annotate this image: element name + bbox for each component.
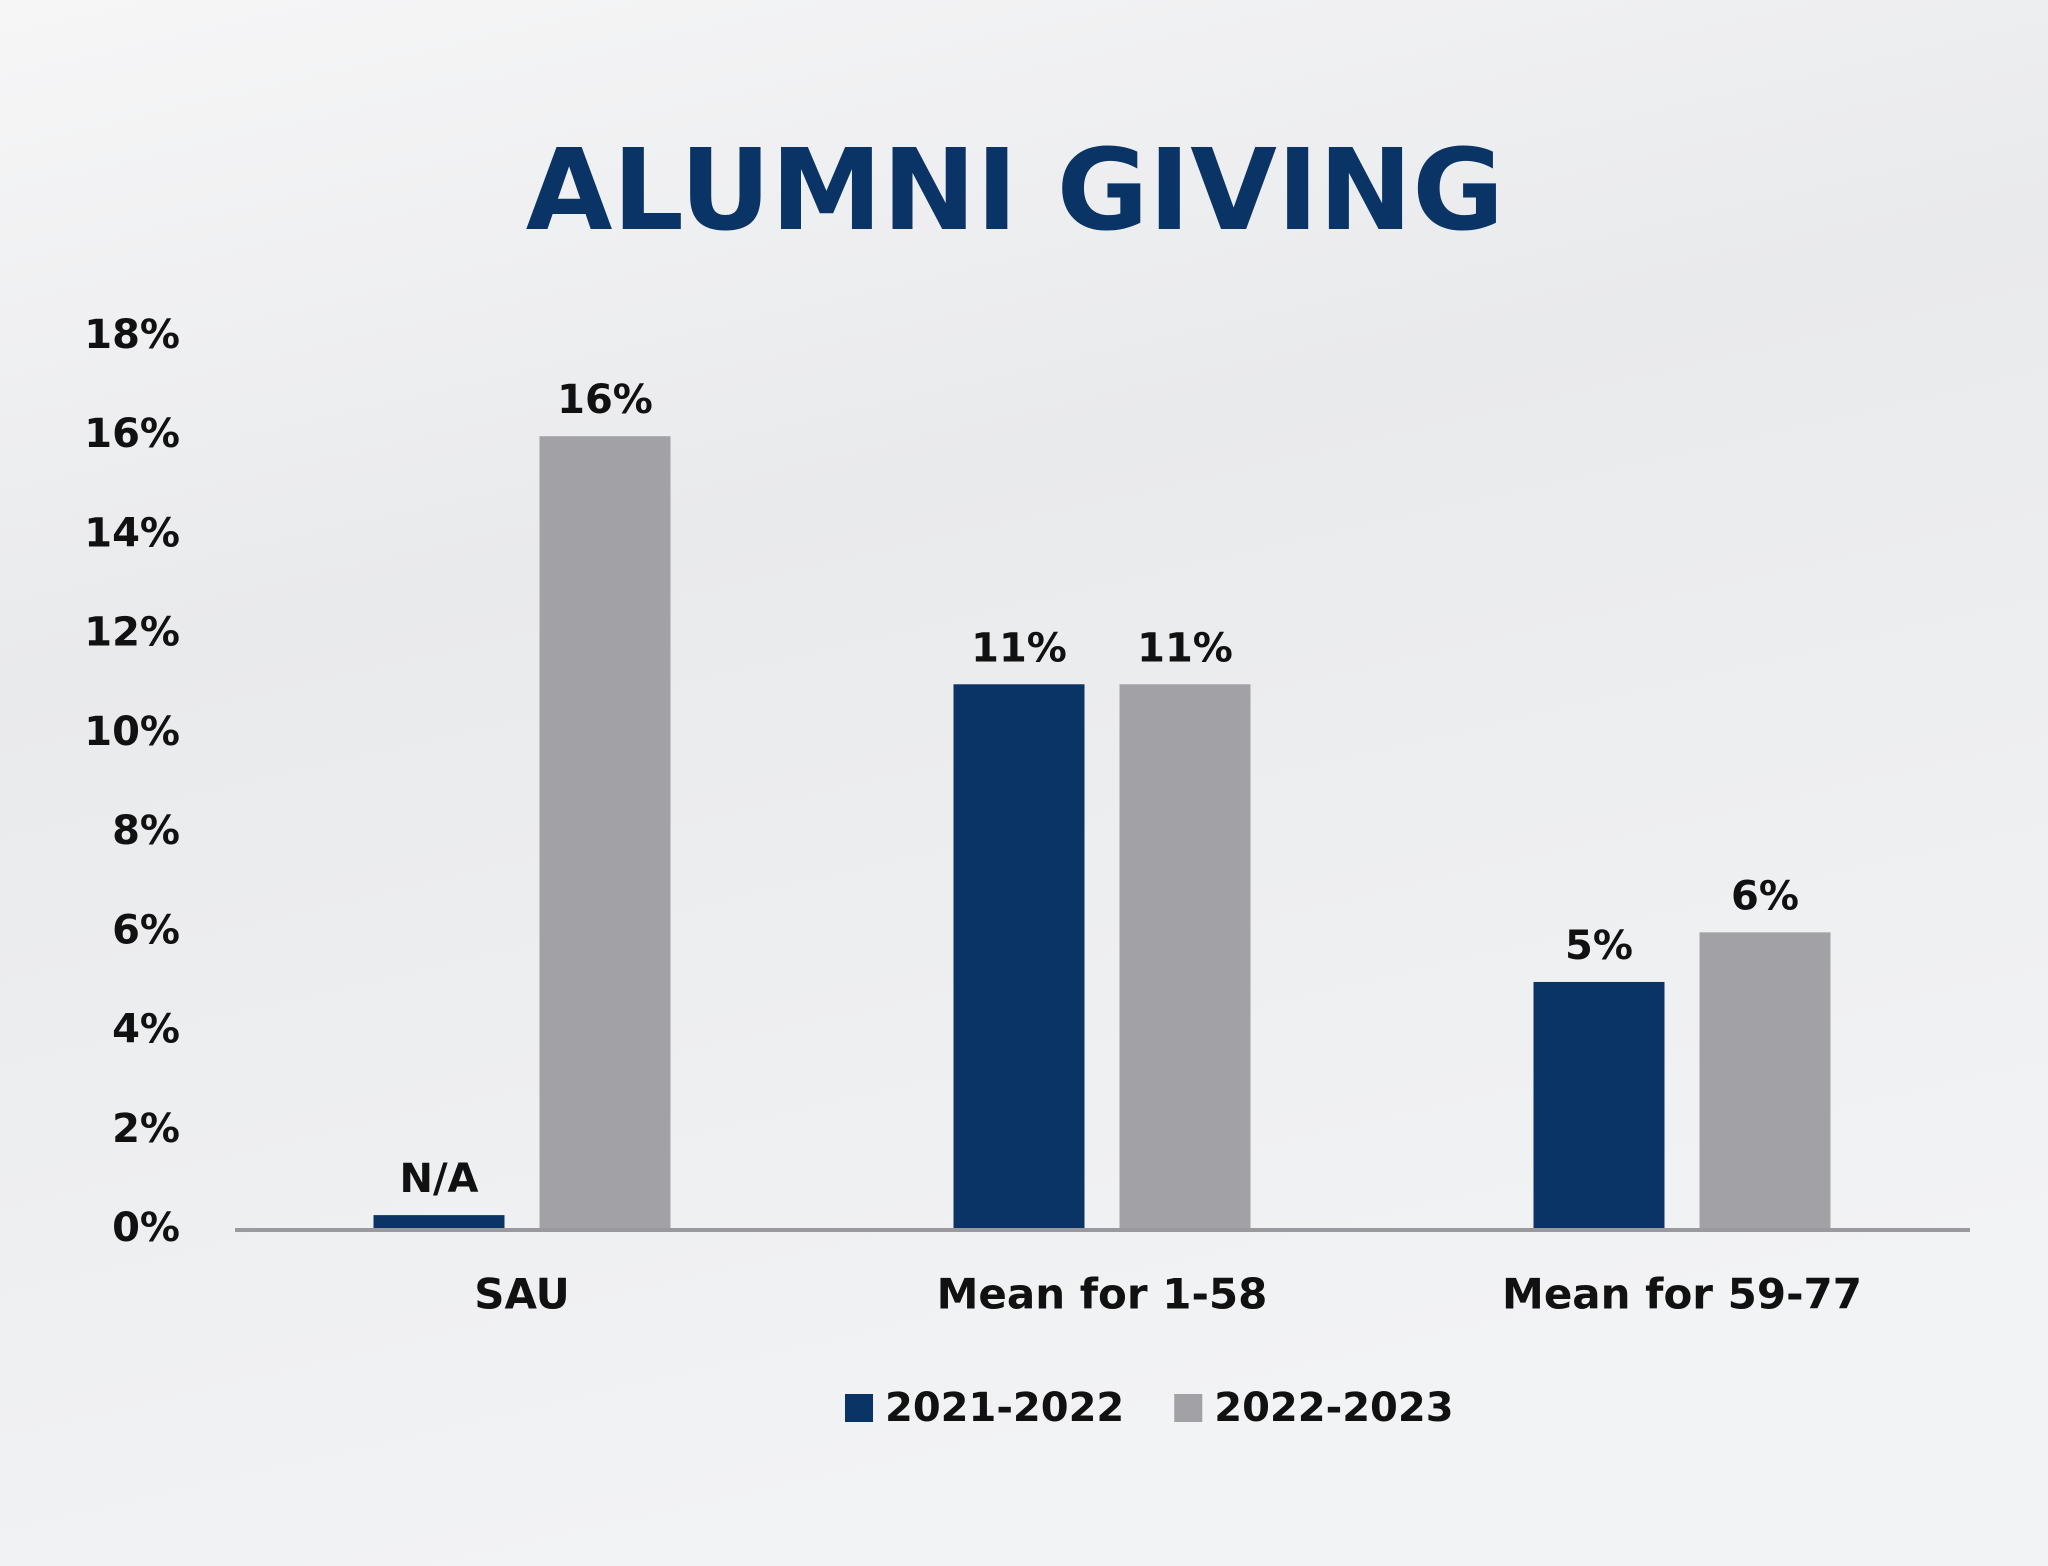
value-label: 5% (1565, 923, 1633, 969)
y-tick-label: 16% (84, 411, 180, 457)
value-label: N/A (399, 1156, 478, 1202)
value-label: 16% (557, 377, 653, 423)
legend-swatch (1174, 1394, 1203, 1422)
y-tick-label: 2% (112, 1106, 180, 1152)
chart-title: ALUMNI GIVING (526, 126, 1504, 256)
y-tick-label: 10% (84, 709, 180, 755)
y-tick-label: 14% (84, 510, 180, 556)
x-tick-label: Mean for 1-58 (937, 1270, 1268, 1319)
bar (1119, 684, 1251, 1230)
y-tick-label: 4% (112, 1007, 180, 1053)
y-tick-label: 6% (112, 907, 180, 953)
bar (953, 684, 1085, 1230)
bar (539, 436, 671, 1230)
value-label: 6% (1731, 873, 1799, 919)
value-label: 11% (1137, 625, 1233, 671)
legend-label: 2021-2022 (885, 1385, 1124, 1431)
bar (373, 1215, 505, 1230)
y-tick-label: 8% (112, 808, 180, 854)
y-tick-label: 18% (84, 312, 180, 358)
bar (1699, 932, 1831, 1230)
value-label: 11% (971, 625, 1067, 671)
y-tick-label: 0% (112, 1205, 180, 1251)
y-tick-label: 12% (84, 610, 180, 656)
x-tick-label: Mean for 59-77 (1502, 1270, 1862, 1319)
legend-label: 2022-2023 (1214, 1385, 1453, 1431)
bar (1533, 981, 1665, 1230)
x-tick-label: SAU (474, 1270, 570, 1319)
legend-swatch (845, 1394, 873, 1422)
